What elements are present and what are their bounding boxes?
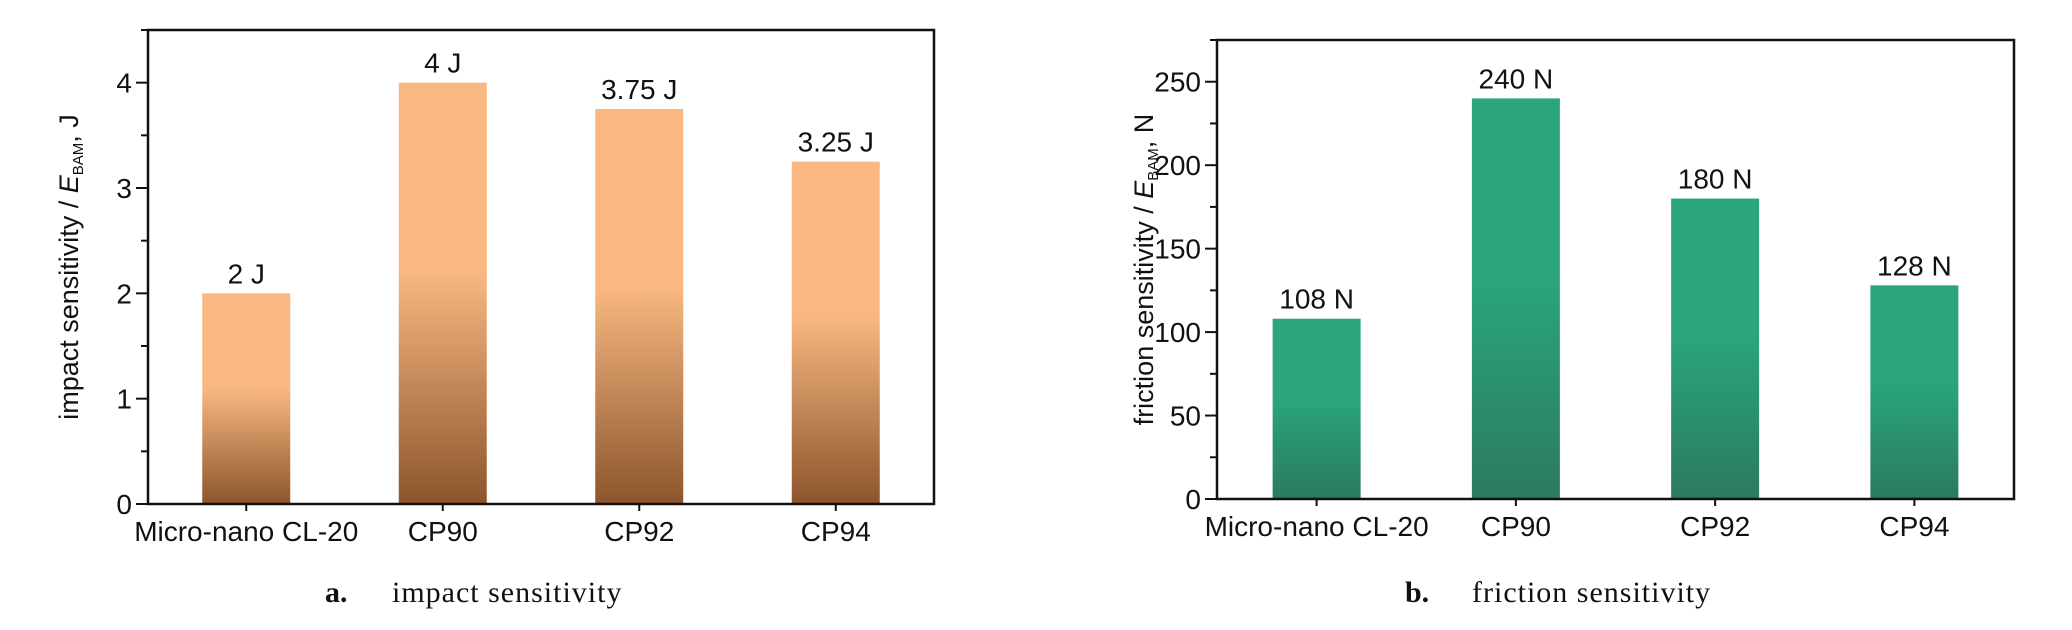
y-tick-label: 50 — [1170, 401, 1201, 432]
x-tick-label: CP92 — [604, 516, 674, 547]
y-axis-label-subscript: BAM — [1145, 148, 1162, 181]
bar-cp94 — [791, 161, 880, 504]
friction-sensitivity-chart: 108 N 240 N 180 N 128 N Micro-nano CL-20 CP9… — [1129, 38, 2016, 609]
y-tick-label: 4 — [116, 68, 132, 99]
x-tick-label: CP94 — [801, 516, 871, 547]
y-tick-label: 0 — [1185, 484, 1201, 515]
bar-cp94 — [1870, 285, 1959, 499]
bar-cp92 — [595, 109, 684, 504]
y-axis-label-prefix: impact sensitivity / — [54, 193, 84, 420]
y-axis-label: impact sensitivity / EBAM, J — [54, 114, 87, 420]
data-label: 180 N — [1678, 164, 1753, 195]
plot-frame — [1215, 38, 2016, 501]
panel-caption: impact sensitivity — [392, 576, 622, 609]
axes-group: Micro-nano CL-20 CP90 CP92 CP94 0 1 2 3 4 — [116, 28, 936, 547]
y-tick-label: 0 — [116, 489, 132, 520]
impact-sensitivity-chart: 2 J 4 J 3.75 J 3.25 J Micro-nano CL-20 CP90 C… — [54, 28, 936, 609]
data-label: 3.25 J — [798, 127, 874, 158]
plot-frame — [146, 28, 936, 506]
x-tick-label: Micro-nano CL-20 — [1205, 511, 1429, 542]
x-tick-label: CP92 — [1680, 511, 1750, 542]
bar-cp90 — [1471, 98, 1560, 499]
data-label: 2 J — [228, 258, 265, 289]
x-tick-label: Micro-nano CL-20 — [134, 516, 358, 547]
y-axis-label-suffix: , N — [1129, 114, 1159, 149]
data-labels-group: 108 N 240 N 180 N 128 N — [1279, 63, 1951, 314]
bar-cp92 — [1671, 198, 1760, 499]
y-tick-label: 100 — [1154, 317, 1201, 348]
y-axis-label-prefix: friction sensitivity / — [1129, 199, 1159, 426]
axes-group: Micro-nano CL-20 CP90 CP92 CP94 0 50 100 150 200… — [1154, 38, 2016, 542]
panel-letter: a. — [325, 576, 348, 609]
bars-group — [1272, 98, 1959, 499]
y-tick-label: 2 — [116, 278, 132, 309]
data-label: 128 N — [1877, 250, 1952, 281]
y-tick-label: 200 — [1154, 150, 1201, 181]
y-tick-label: 150 — [1154, 234, 1201, 265]
y-axis-label-symbol: E — [54, 174, 84, 193]
y-tick-label: 250 — [1154, 67, 1201, 98]
y-axis-label-suffix: , J — [54, 114, 84, 143]
bars-group — [202, 82, 880, 505]
y-tick-label: 3 — [116, 173, 132, 204]
panel-caption: friction sensitivity — [1472, 576, 1711, 609]
bar-cp90 — [398, 82, 487, 505]
bar-micro-nano-cl-20 — [202, 293, 291, 504]
y-tick-label: 1 — [116, 384, 132, 415]
y-axis-label-subscript: BAM — [70, 143, 87, 176]
x-tick-label: CP94 — [1879, 511, 1949, 542]
data-labels-group: 2 J 4 J 3.75 J 3.25 J — [228, 48, 874, 290]
x-tick-label: CP90 — [408, 516, 478, 547]
panel-letter: b. — [1405, 576, 1429, 609]
data-label: 240 N — [1479, 63, 1554, 94]
data-label: 3.75 J — [601, 74, 677, 105]
y-axis-label-symbol: E — [1129, 180, 1159, 199]
x-tick-label: CP90 — [1481, 511, 1551, 542]
bar-micro-nano-cl-20 — [1272, 318, 1361, 499]
y-axis-label: friction sensitivity / EBAM, N — [1129, 114, 1162, 426]
data-label: 108 N — [1279, 284, 1354, 315]
data-label: 4 J — [424, 48, 461, 79]
